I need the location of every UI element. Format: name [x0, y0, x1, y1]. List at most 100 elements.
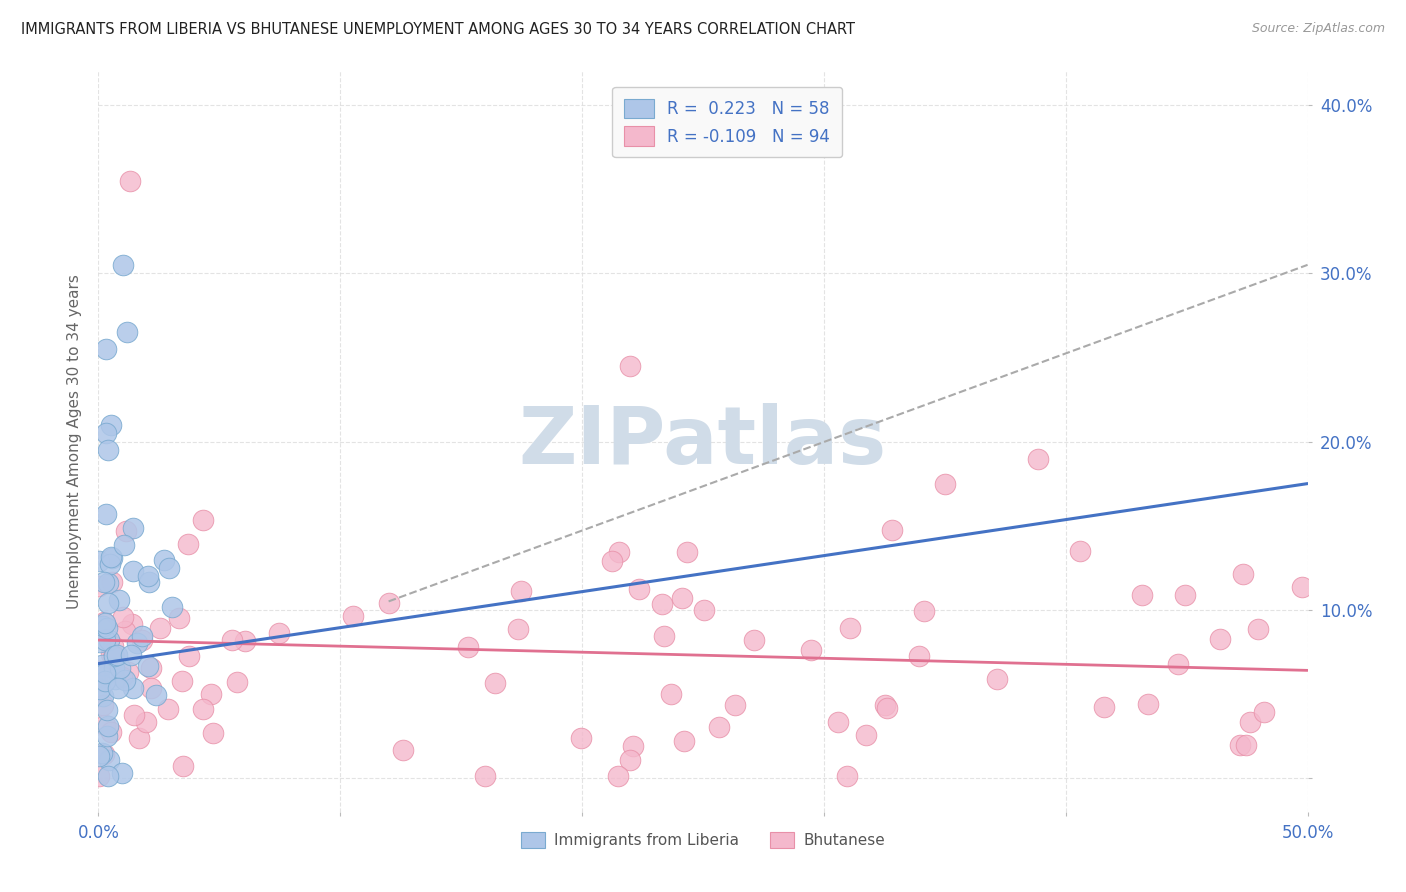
Point: [93, 575, 115, 590]
Point: [652, 629, 675, 643]
Point: [89, 673, 111, 688]
Point: [97, 719, 120, 733]
Point: [97, 769, 120, 783]
Point: [110, 670, 132, 684]
Point: [827, 714, 849, 729]
Point: [121, 564, 143, 578]
Point: [1026, 451, 1049, 466]
Point: [875, 698, 897, 712]
Point: [121, 616, 143, 631]
Point: [138, 658, 160, 673]
Point: [93, 615, 115, 629]
Point: [233, 634, 256, 648]
Point: [607, 769, 630, 783]
Point: [122, 520, 145, 534]
Point: [619, 753, 641, 767]
Point: [117, 665, 139, 680]
Point: [91, 698, 114, 713]
Point: [152, 553, 174, 567]
Point: [94, 674, 117, 689]
Point: [914, 604, 936, 618]
Point: [89, 579, 111, 593]
Point: [1069, 544, 1091, 558]
Point: [742, 632, 765, 647]
Point: [107, 592, 129, 607]
Point: [191, 701, 214, 715]
Point: [97, 753, 120, 767]
Point: [91, 670, 114, 684]
Point: [100, 417, 122, 432]
Point: [89, 635, 111, 649]
Point: [98, 632, 121, 647]
Point: [1209, 632, 1232, 646]
Point: [1232, 567, 1254, 582]
Text: ZIPatlas: ZIPatlas: [519, 402, 887, 481]
Point: [127, 636, 149, 650]
Point: [139, 681, 162, 695]
Point: [94, 667, 117, 681]
Point: [97, 575, 120, 590]
Point: [167, 611, 190, 625]
Point: [98, 558, 121, 572]
Point: [131, 629, 153, 643]
Point: [855, 728, 877, 742]
Point: [128, 731, 150, 746]
Point: [111, 765, 134, 780]
Point: [1229, 738, 1251, 752]
Point: [176, 537, 198, 551]
Point: [1130, 588, 1153, 602]
Point: [100, 549, 122, 564]
Point: [94, 665, 117, 680]
Point: [89, 554, 111, 568]
Point: [201, 726, 224, 740]
Point: [179, 648, 201, 663]
Point: [117, 325, 139, 339]
Point: [114, 538, 136, 552]
Point: [172, 759, 194, 773]
Point: [120, 648, 142, 662]
Point: [627, 582, 650, 596]
Point: [200, 687, 222, 701]
Point: [693, 603, 716, 617]
Point: [457, 640, 479, 655]
Text: Source: ZipAtlas.com: Source: ZipAtlas.com: [1251, 22, 1385, 36]
Point: [89, 681, 111, 696]
Point: [1247, 622, 1270, 636]
Point: [707, 720, 730, 734]
Point: [378, 595, 401, 609]
Point: [90, 622, 112, 636]
Point: [1094, 700, 1116, 714]
Point: [149, 621, 172, 635]
Point: [91, 657, 114, 672]
Point: [600, 554, 623, 568]
Point: [101, 574, 124, 589]
Point: [392, 742, 415, 756]
Point: [651, 598, 673, 612]
Point: [94, 342, 117, 356]
Point: [156, 702, 179, 716]
Point: [607, 545, 630, 559]
Point: [93, 747, 115, 761]
Point: [138, 574, 160, 589]
Point: [221, 632, 243, 647]
Point: [114, 673, 136, 687]
Point: [671, 591, 693, 605]
Y-axis label: Unemployment Among Ages 30 to 34 years: Unemployment Among Ages 30 to 34 years: [66, 274, 82, 609]
Point: [1291, 580, 1313, 594]
Point: [510, 583, 533, 598]
Point: [474, 769, 496, 783]
Point: [96, 729, 118, 743]
Point: [97, 596, 120, 610]
Point: [87, 769, 110, 783]
Point: [97, 442, 120, 457]
Point: [105, 648, 128, 663]
Point: [1239, 714, 1261, 729]
Point: [104, 672, 127, 686]
Point: [101, 639, 124, 653]
Point: [90, 746, 112, 760]
Point: [172, 673, 194, 688]
Point: [342, 609, 364, 624]
Point: [160, 600, 183, 615]
Point: [93, 689, 115, 703]
Point: [103, 661, 125, 675]
